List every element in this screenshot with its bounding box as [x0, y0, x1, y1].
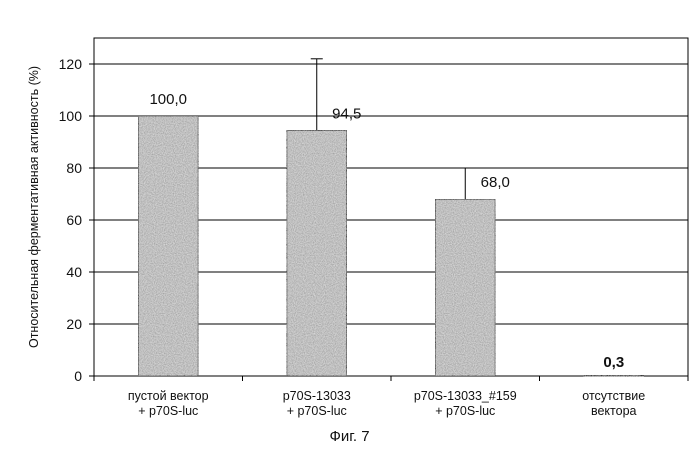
x-category-label: p70S-13033_#159 — [414, 389, 517, 403]
x-category-label: вектора — [591, 404, 637, 418]
bar — [435, 199, 495, 376]
x-category-label: p70S-13033 — [283, 389, 351, 403]
x-category-label: пустой вектор — [128, 389, 209, 403]
y-tick-label: 60 — [66, 212, 82, 228]
data-label: 100,0 — [149, 91, 187, 108]
y-tick-label: 40 — [66, 264, 82, 280]
data-label: 0,3 — [603, 354, 624, 371]
y-axis-label: Относительная ферментативная активность … — [27, 66, 41, 348]
y-tick-label: 0 — [74, 368, 82, 384]
y-tick-label: 80 — [66, 160, 82, 176]
bar — [138, 116, 198, 376]
data-label: 68,0 — [481, 174, 510, 191]
x-category-label: отсутствие — [582, 389, 645, 403]
x-category-label: + p70S-luc — [435, 404, 495, 418]
x-category-label: + p70S-luc — [138, 404, 198, 418]
y-tick-label: 120 — [59, 56, 83, 72]
bar — [287, 130, 347, 376]
category-labels: пустой вектор+ p70S-lucp70S-13033+ p70S-… — [94, 376, 688, 418]
y-tick-label: 20 — [66, 316, 82, 332]
data-label: 94,5 — [332, 105, 361, 122]
y-tick-label: 100 — [59, 108, 83, 124]
x-category-label: + p70S-luc — [287, 404, 347, 418]
bar — [584, 375, 644, 376]
figure-caption: Фиг. 7 — [0, 428, 699, 445]
y-axis-ticks: 0 20 40 60 80 100 120 — [59, 56, 94, 384]
